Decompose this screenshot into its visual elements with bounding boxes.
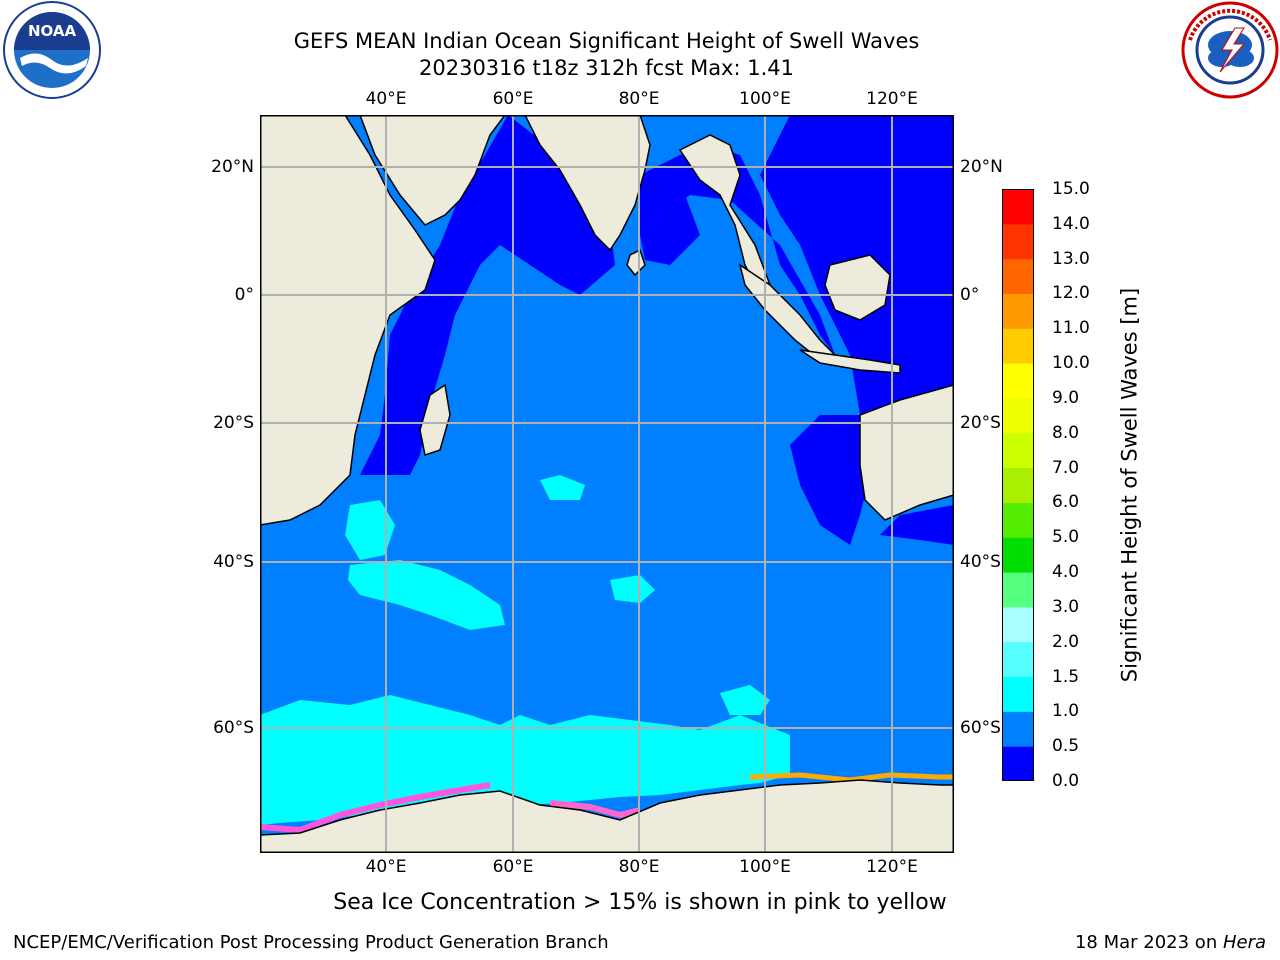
colorbar-title: Significant Height of Swell Waves [m] xyxy=(1117,287,1142,683)
lat-label-left-20s: 20°S xyxy=(213,413,254,433)
sea-ice-fringe-east xyxy=(749,772,954,783)
colorbar-segment xyxy=(1002,502,1034,538)
colorbar-tick-label: 11.0 xyxy=(1052,318,1090,339)
footer-branch-credit: NCEP/EMC/Verification Post Processing Pr… xyxy=(13,932,609,953)
colorbar-tick-label: 0.0 xyxy=(1052,771,1080,791)
lon-label-top-100e: 100°E xyxy=(739,89,791,109)
colorbar-segment xyxy=(1002,676,1034,712)
java-landmass xyxy=(799,349,901,374)
colorbar-tick-label: 13.0 xyxy=(1052,248,1090,269)
south-central-high-swell-patch xyxy=(348,560,505,630)
southwest-high-swell-patch xyxy=(345,500,395,560)
swell-height-map xyxy=(260,115,954,853)
borneo-landmass xyxy=(824,254,891,321)
colorbar-tick-label: 14.0 xyxy=(1052,213,1090,234)
lat-label-right-60s: 60°S xyxy=(960,718,1001,738)
colorbar-segment xyxy=(1002,258,1034,294)
colorbar-tick-label: 4.0 xyxy=(1052,562,1080,583)
footer-date: 18 Mar 2023 on Hera xyxy=(1075,932,1266,953)
west-australia-low-swell xyxy=(790,415,880,545)
colorbar-tick-label: 1.0 xyxy=(1052,701,1080,722)
colorbar-segment xyxy=(1002,223,1034,260)
colorbar-segment xyxy=(1002,711,1034,747)
colorbar xyxy=(1002,189,1034,781)
colorbar-segment xyxy=(1002,641,1034,678)
colorbar-segment xyxy=(1002,293,1034,329)
lat-label-left-20n: 20°N xyxy=(211,157,254,177)
lat-label-left-60s: 60°S xyxy=(213,718,254,738)
lat-label-right-20s: 20°S xyxy=(960,413,1001,433)
colorbar-tick-label: 12.0 xyxy=(1052,283,1090,304)
colorbar-segment xyxy=(1002,537,1034,573)
noaa-logo-text: NOAA xyxy=(28,22,77,40)
colorbar-segment xyxy=(1002,606,1034,643)
colorbar-tick-label: 6.0 xyxy=(1052,492,1080,513)
lon-label-bottom-100e: 100°E xyxy=(739,857,791,877)
central-high-swell-patch xyxy=(540,475,585,500)
lon-label-bottom-120e: 120°E xyxy=(866,857,918,877)
colorbar-tick-label: 10.0 xyxy=(1052,353,1090,374)
colorbar-tick-label: 15.0 xyxy=(1052,179,1090,199)
madagascar-landmass xyxy=(419,383,451,456)
colorbar-tick-label: 3.0 xyxy=(1052,596,1080,617)
colorbar-tick-label: 9.0 xyxy=(1052,387,1080,408)
arabian-peninsula-landmass xyxy=(359,115,506,226)
india-landmass xyxy=(524,115,651,252)
arabian-sea-low-swell xyxy=(360,115,615,475)
map-border xyxy=(260,115,954,853)
chart-title: GEFS MEAN Indian Ocean Significant Heigh… xyxy=(293,29,920,53)
colorbar-tick-label: 7.0 xyxy=(1052,457,1080,478)
noaa-logo-icon: NOAA xyxy=(3,1,101,99)
footer-date-text: 18 Mar 2023 on xyxy=(1074,932,1223,953)
colorbar-segment xyxy=(1002,746,1034,781)
national-weather-service-logo-icon xyxy=(1181,1,1279,99)
sea-ice-fringe-central xyxy=(549,800,641,819)
lon-label-bottom-40e: 40°E xyxy=(365,857,407,877)
colorbar-tick-label: 8.0 xyxy=(1052,422,1080,443)
colorbar-segment xyxy=(1002,328,1034,364)
colorbar-segment xyxy=(1002,363,1034,399)
lon-label-top-80e: 80°E xyxy=(618,89,660,109)
colorbar-tick-label: 2.0 xyxy=(1052,631,1080,652)
southeast-high-swell-patch xyxy=(720,685,770,715)
south-australia-low-swell xyxy=(880,505,954,545)
sea-ice-note: Sea Ice Concentration > 15% is shown in … xyxy=(333,890,947,915)
colorbar-segment xyxy=(1002,467,1034,503)
lat-label-right-0: 0° xyxy=(960,285,980,305)
chart-subtitle: 20230316 t18z 312h fcst Max: 1.41 xyxy=(419,56,794,80)
lat-label-right-20n: 20°N xyxy=(960,157,1003,177)
colorbar-segment xyxy=(1002,189,1034,225)
lat-label-left-0: 0° xyxy=(234,285,254,305)
colorbar-tick-label: 5.0 xyxy=(1052,527,1080,548)
lat-label-left-40s: 40°S xyxy=(213,552,254,572)
map-graticule xyxy=(260,115,954,853)
colorbar-segment xyxy=(1002,572,1034,608)
bay-of-bengal-outer-low-swell xyxy=(640,195,700,265)
sea-ice-fringe-west xyxy=(260,782,491,834)
lon-label-top-40e: 40°E xyxy=(365,89,407,109)
footer-machine-name: Hera xyxy=(1222,932,1266,953)
australia-landmass xyxy=(859,384,954,521)
lat-label-right-40s: 40°S xyxy=(960,552,1001,572)
lon-label-top-120e: 120°E xyxy=(866,89,918,109)
kerguelen-high-swell-patch xyxy=(610,575,655,603)
colorbar-tick-label: 1.5 xyxy=(1052,666,1080,687)
colorbar-segment xyxy=(1002,432,1034,469)
lon-label-bottom-80e: 80°E xyxy=(618,857,660,877)
colorbar-tick-label: 0.5 xyxy=(1052,736,1080,757)
lon-label-top-60e: 60°E xyxy=(492,89,534,109)
colorbar-segment xyxy=(1002,397,1034,434)
lon-label-bottom-60e: 60°E xyxy=(492,857,534,877)
